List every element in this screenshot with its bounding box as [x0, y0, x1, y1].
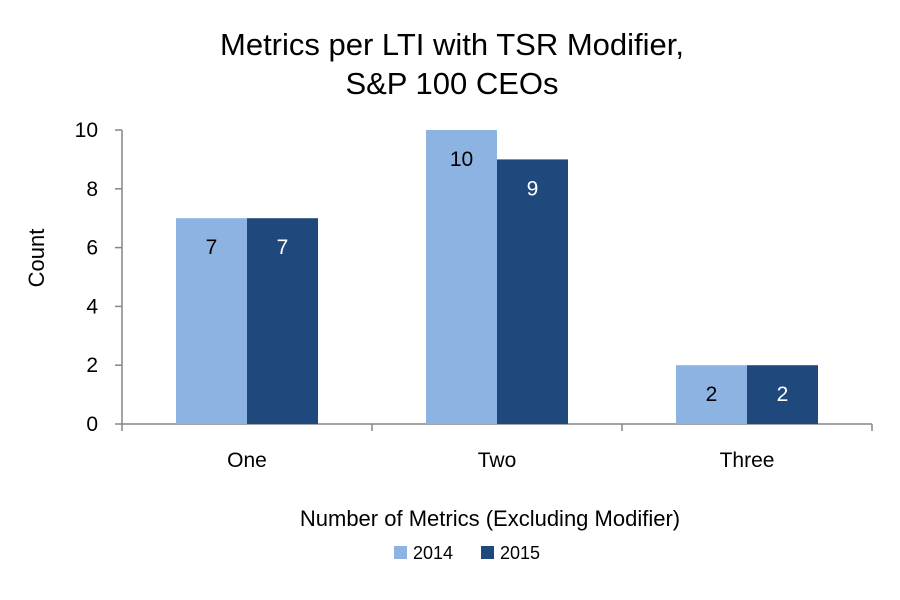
bar-2015-Three	[747, 365, 818, 424]
y-tick-label-0: 0	[86, 413, 98, 436]
data-label-2014-One: 7	[206, 236, 218, 259]
x-category-label-0: One	[227, 449, 267, 472]
y-tick-label-3: 6	[86, 237, 98, 260]
data-label-2015-Three: 2	[777, 383, 789, 406]
legend-swatch-2014	[394, 546, 407, 559]
y-tick-label-4: 8	[86, 178, 98, 201]
y-tick-label-1: 2	[86, 354, 98, 377]
plot-area: 0 2 4 6 8 10 7 7 One 10 9 Two 2 2 Three	[75, 119, 873, 472]
legend-swatch-2015	[481, 546, 494, 559]
bar-2014-Three	[676, 365, 747, 424]
data-label-2015-One: 7	[277, 236, 289, 259]
bar-2015-Two	[497, 159, 568, 424]
x-category-label-2: Three	[720, 449, 775, 472]
y-tick-label-2: 4	[86, 295, 98, 318]
chart-title-line-2: S&P 100 CEOs	[345, 66, 558, 101]
x-category-label-1: Two	[478, 449, 517, 472]
bar-2014-One	[176, 218, 247, 424]
bar-2015-One	[247, 218, 318, 424]
x-axis-title: Number of Metrics (Excluding Modifier)	[300, 506, 680, 531]
data-label-2015-Two: 9	[527, 177, 539, 200]
legend-label-2014: 2014	[413, 543, 453, 563]
bar-2014-Two	[426, 130, 497, 424]
y-axis-title: Count	[24, 229, 49, 288]
chart-title-line-1: Metrics per LTI with TSR Modifier,	[220, 27, 684, 62]
legend-label-2015: 2015	[500, 543, 540, 563]
legend: 2014 2015	[394, 543, 540, 563]
y-tick-label-5: 10	[75, 119, 98, 142]
data-label-2014-Two: 10	[450, 148, 473, 171]
data-label-2014-Three: 2	[706, 383, 718, 406]
